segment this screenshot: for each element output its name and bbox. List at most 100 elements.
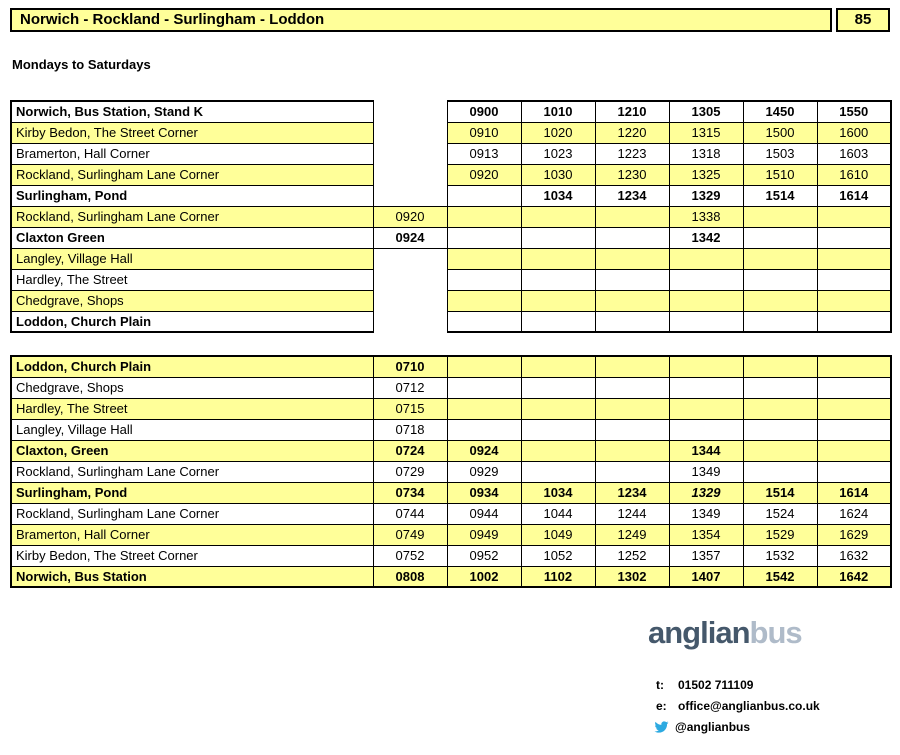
spacer-cell <box>373 185 447 206</box>
time-cell: 1034 <box>520 184 596 207</box>
time-cell <box>446 397 522 420</box>
timetable-row: Loddon, Church Plain 0710 <box>10 355 892 378</box>
time-cell: 1514 <box>742 184 818 207</box>
twitter-row: @anglianbus <box>653 716 820 737</box>
time-cell <box>816 247 892 270</box>
time-cell: 1220 <box>594 121 670 144</box>
spacer-cell <box>373 269 447 290</box>
time-cell <box>816 268 892 291</box>
time-cell <box>520 397 596 420</box>
time-cell <box>742 397 818 420</box>
time-cell: 0729 <box>372 460 448 483</box>
time-cell: 1002 <box>446 565 522 588</box>
time-cell <box>668 289 744 312</box>
time-cell: 0712 <box>372 376 448 399</box>
time-cell <box>816 397 892 420</box>
time-cell: 1044 <box>520 502 596 525</box>
time-cell <box>668 310 744 333</box>
time-cell <box>668 247 744 270</box>
time-cell <box>520 418 596 441</box>
time-cell: 0934 <box>446 481 522 504</box>
spacer-cell <box>373 143 447 164</box>
time-cell: 1318 <box>668 142 744 165</box>
stop-name-cell: Norwich, Bus Station, Stand K <box>10 100 374 123</box>
time-cell <box>594 355 670 378</box>
time-cell <box>594 310 670 333</box>
time-cell <box>742 439 818 462</box>
twitter-icon <box>653 720 675 734</box>
time-cell <box>520 310 596 333</box>
time-cell: 1030 <box>520 163 596 186</box>
time-cell <box>594 397 670 420</box>
time-cell <box>446 310 522 333</box>
time-cell: 1500 <box>742 121 818 144</box>
time-cell <box>446 268 522 291</box>
route-title: Norwich - Rockland - Surlingham - Loddon <box>10 8 832 32</box>
phone-label: t: <box>656 677 664 692</box>
timetable-row: Claxton, Green 0724 0924 1344 <box>10 439 892 462</box>
time-cell: 1614 <box>816 184 892 207</box>
timetable-row: Surlingham, Pond 1034 1234 1329 1514 1614 <box>10 184 892 207</box>
stop-name-cell: Chedgrave, Shops <box>10 376 374 399</box>
timetable-row: Chedgrave, Shops 0712 <box>10 376 892 399</box>
time-cell: 1329 <box>668 481 744 504</box>
time-cell: 0920 <box>446 163 522 186</box>
stop-name-cell: Bramerton, Hall Corner <box>10 142 374 165</box>
time-cell: 1624 <box>816 502 892 525</box>
time-cell <box>520 247 596 270</box>
time-cell <box>446 226 522 249</box>
time-cell: 1244 <box>594 502 670 525</box>
time-cell <box>520 376 596 399</box>
logo-bus-text: bus <box>749 615 803 650</box>
time-cell: 0929 <box>446 460 522 483</box>
stop-name-cell: Chedgrave, Shops <box>10 289 374 312</box>
time-cell: 1614 <box>816 481 892 504</box>
time-cell <box>446 355 522 378</box>
time-cell: 1354 <box>668 523 744 546</box>
timetable-row: Surlingham, Pond 0734 0934 1034 1234 1329 1514… <box>10 481 892 504</box>
timetable-row: Rockland, Surlingham Lane Corner 0729 0929… <box>10 460 892 483</box>
stop-name-cell: Hardley, The Street <box>10 397 374 420</box>
time-cell: 0913 <box>446 142 522 165</box>
time-cell: 1252 <box>594 544 670 567</box>
stop-name-cell: Loddon, Church Plain <box>10 355 374 378</box>
timetable-row: Bramerton, Hall Corner 0749 0949 1049 1249 13… <box>10 523 892 546</box>
time-cell <box>816 289 892 312</box>
spacer-cell <box>373 290 447 311</box>
stop-name-cell: Norwich, Bus Station <box>10 565 374 588</box>
time-cell: 1450 <box>742 100 818 123</box>
time-cell: 1357 <box>668 544 744 567</box>
time-cell <box>816 376 892 399</box>
time-cell: 0900 <box>446 100 522 123</box>
time-cell: 1603 <box>816 142 892 165</box>
time-cell <box>520 226 596 249</box>
email-row: e: office@anglianbus.co.uk <box>656 695 820 716</box>
time-cell: 1510 <box>742 163 818 186</box>
time-cell: 1315 <box>668 121 744 144</box>
stop-name-cell: Rockland, Surlingham Lane Corner <box>10 460 374 483</box>
stop-name-cell: Kirby Bedon, The Street Corner <box>10 121 374 144</box>
time-cell: 1349 <box>668 460 744 483</box>
time-cell: 1529 <box>742 523 818 546</box>
time-cell <box>668 376 744 399</box>
time-cell <box>816 205 892 228</box>
stop-name-cell: Claxton Green <box>10 226 374 249</box>
time-cell <box>520 460 596 483</box>
time-cell <box>742 418 818 441</box>
time-cell: 1629 <box>816 523 892 546</box>
time-cell: 1329 <box>668 184 744 207</box>
stop-name-cell: Bramerton, Hall Corner <box>10 523 374 546</box>
time-cell <box>446 205 522 228</box>
time-cell <box>446 376 522 399</box>
time-cell: 0710 <box>372 355 448 378</box>
time-cell: 1234 <box>594 184 670 207</box>
logo-anglian-text: anglian <box>648 615 751 650</box>
timetable-row: Hardley, The Street 0715 <box>10 397 892 420</box>
time-cell: 1407 <box>668 565 744 588</box>
time-cell <box>742 205 818 228</box>
time-cell <box>816 310 892 333</box>
timetable-row: Rockland, Surlingham Lane Corner 0744 0944… <box>10 502 892 525</box>
time-cell: 1230 <box>594 163 670 186</box>
timetable-row: Claxton Green 0924 1342 <box>10 226 892 249</box>
